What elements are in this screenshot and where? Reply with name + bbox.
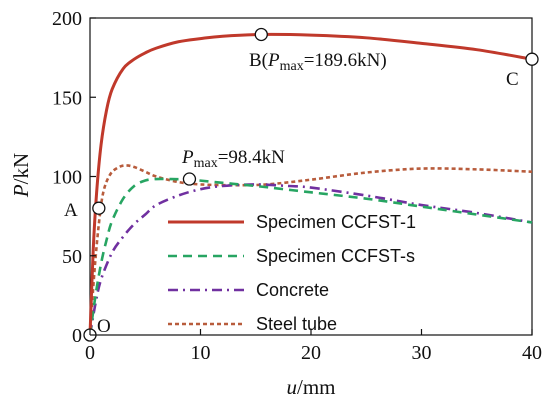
marker-point-b [254,27,268,42]
annotation-B: B(Pmax=189.6kN) [249,50,387,74]
y-axis-label: P/kN [9,153,33,198]
y-axis-title: P/kN [9,153,33,198]
y-tick-label: 50 [62,246,82,268]
x-tick-label: 30 [412,342,432,364]
x-axis-unit: /mm [297,375,336,399]
legend: Specimen CCFST-1 Specimen CCFST-s Concrete… [168,212,416,334]
annotation-pmax-suffix: =98.4kN [218,147,285,168]
y-tick-label: 100 [52,167,82,189]
x-tick-label: 10 [191,342,211,364]
x-tick-label: 20 [301,342,321,364]
x-tick-label: 40 [522,342,542,364]
legend-label: Concrete [256,280,329,300]
y-axis-unit: /kN [9,153,33,185]
legend-label: Steel tube [256,314,337,334]
annotation-pmax-sub: max [194,156,218,171]
marker-point-p [182,172,197,186]
x-axis-title: u/mm [286,375,335,399]
x-tick-label: 0 [85,342,95,364]
annotation-pmax: Pmax=98.4kN [181,147,285,171]
series-layer [88,32,533,336]
annotation-B-P: P [267,50,280,71]
ticks-layer: 0 10 20 30 40 0 50 100 150 200 [52,8,542,364]
marker-layer [83,27,539,342]
annotation-O: O [97,316,111,337]
x-axis-variable: u [286,375,297,399]
y-tick-label: 0 [72,325,82,347]
legend-label: Specimen CCFST-1 [256,212,416,232]
annotation-B-suffix: =189.6kN) [304,50,387,71]
series-line-specimen-ccfst-s [88,177,533,336]
y-axis-variable: P [9,184,33,198]
annotation-B-prefix: B( [249,50,268,71]
marker-point-c [525,52,539,66]
series-line-specimen-ccfst-1 [88,32,533,336]
annotation-C: C [506,69,519,90]
annotation-A: A [64,200,78,221]
series-line-steel-tube [88,164,533,336]
y-tick-label: 200 [52,8,82,30]
annotation-B-sub: max [280,59,304,74]
legend-label: Specimen CCFST-s [256,246,415,266]
y-tick-label: 150 [52,87,82,109]
annotation-pmax-P: P [181,147,194,168]
marker-point-a [92,201,106,215]
